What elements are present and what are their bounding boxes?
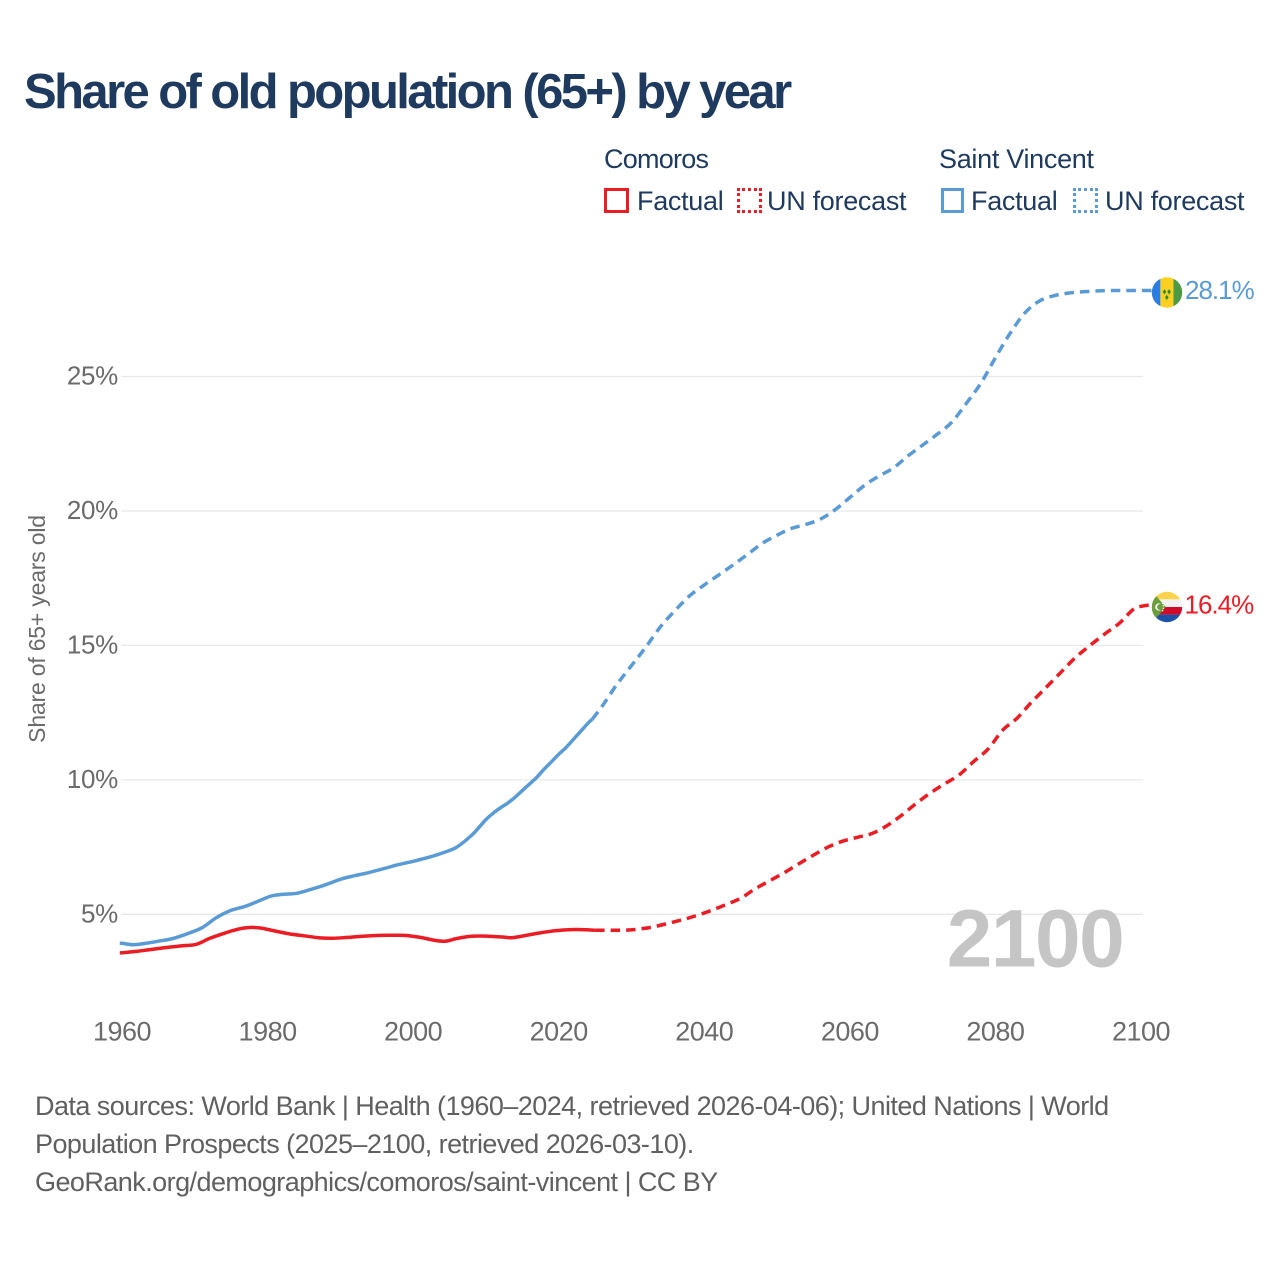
svg-text:2060: 2060: [821, 1017, 879, 1047]
svg-text:2020: 2020: [530, 1017, 588, 1047]
svg-text:10%: 10%: [67, 764, 118, 794]
svg-text:2040: 2040: [675, 1017, 733, 1047]
svg-text:1980: 1980: [239, 1017, 297, 1047]
svg-text:20%: 20%: [67, 495, 118, 525]
svg-text:2100: 2100: [1112, 1017, 1170, 1047]
svg-text:Share of 65+ years old: Share of 65+ years old: [24, 515, 50, 743]
svg-text:5%: 5%: [81, 898, 118, 928]
svg-text:15%: 15%: [67, 629, 118, 659]
svg-text:1960: 1960: [93, 1017, 151, 1047]
svg-text:2000: 2000: [384, 1017, 442, 1047]
svg-text:25%: 25%: [67, 361, 118, 391]
svg-text:2080: 2080: [966, 1017, 1024, 1047]
svg-text:2100: 2100: [947, 894, 1123, 985]
svg-text:16.4%: 16.4%: [1185, 590, 1255, 620]
svg-text:28.1%: 28.1%: [1185, 275, 1255, 305]
